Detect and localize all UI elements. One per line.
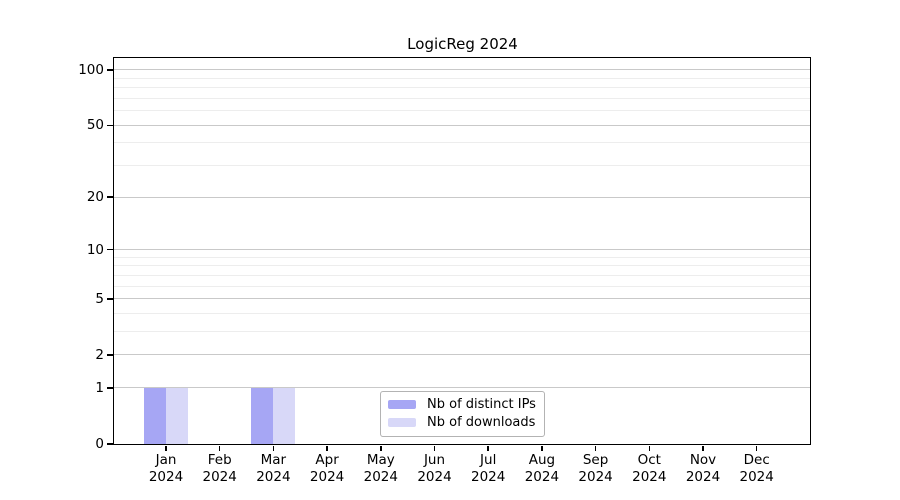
x-tick-year: 2024 xyxy=(524,469,560,485)
x-tick-label-apr: Apr 2024 xyxy=(295,452,359,486)
plot-area xyxy=(114,58,811,444)
x-tick-mark xyxy=(380,445,382,451)
y-tick-label: 2 xyxy=(95,346,104,363)
x-tick-mark xyxy=(433,445,436,451)
y-tick-mark xyxy=(106,443,113,445)
x-tick-mark xyxy=(218,445,221,451)
x-tick-label-mar: Mar 2024 xyxy=(241,452,305,486)
x-tick-mark xyxy=(755,445,758,451)
x-tick-year: 2024 xyxy=(202,469,237,485)
gridline-minor xyxy=(114,256,811,258)
x-tick-mark xyxy=(487,445,489,451)
x-tick-year: 2024 xyxy=(256,469,291,485)
gridline-minor xyxy=(114,110,811,112)
gridline-minor xyxy=(114,87,811,89)
y-tick-mark xyxy=(106,248,113,251)
bar-mar-series1 xyxy=(273,387,296,444)
gridline-minor xyxy=(114,265,811,267)
x-tick-month: May xyxy=(366,452,395,468)
gridline-minor xyxy=(114,142,811,144)
x-tick-year: 2024 xyxy=(417,469,452,485)
gridline-minor xyxy=(114,331,811,333)
gridline-major xyxy=(114,298,811,300)
x-tick-label-sep: Sep 2024 xyxy=(564,452,628,486)
x-tick-month: Aug xyxy=(528,452,556,468)
y-tick-mark xyxy=(106,69,113,71)
x-tick-mark xyxy=(541,445,543,451)
gridline-minor xyxy=(114,313,811,315)
y-tick-label: 1 xyxy=(95,379,104,396)
gridline-major xyxy=(114,196,811,198)
x-tick-mark xyxy=(272,445,275,451)
x-tick-year: 2024 xyxy=(632,469,667,485)
x-tick-label-dec: Dec 2024 xyxy=(725,452,789,486)
legend-swatch xyxy=(388,418,416,427)
y-tick-label: 0 xyxy=(95,436,104,452)
x-tick-label-may: May 2024 xyxy=(349,452,413,486)
x-tick-month: Oct xyxy=(637,452,661,468)
x-tick-month: Dec xyxy=(743,452,770,468)
bar-jan-series0 xyxy=(144,387,166,444)
x-tick-mark xyxy=(326,445,328,451)
x-tick-mark xyxy=(648,445,651,451)
x-tick-month: Mar xyxy=(260,452,287,468)
gridline-minor xyxy=(114,77,811,79)
legend-label: Nb of distinct IPs xyxy=(427,396,536,412)
x-tick-label-nov: Nov 2024 xyxy=(671,452,735,486)
x-tick-year: 2024 xyxy=(148,469,184,485)
x-tick-mark xyxy=(165,445,167,451)
gridline-minor xyxy=(114,285,811,287)
y-tick-mark xyxy=(106,354,113,356)
y-tick-label: 5 xyxy=(95,290,104,307)
legend-row: Nb of distinct IPs xyxy=(388,396,536,414)
x-tick-year: 2024 xyxy=(309,469,345,485)
chart-title: LogicReg 2024 xyxy=(407,35,518,53)
gridline-major xyxy=(114,124,811,126)
x-tick-label-aug: Aug 2024 xyxy=(510,452,574,486)
x-tick-year: 2024 xyxy=(471,469,506,485)
y-tick-mark xyxy=(106,387,113,389)
gridline-major xyxy=(114,387,811,389)
x-tick-mark xyxy=(594,445,597,451)
x-tick-month: Sep xyxy=(582,452,609,468)
gridline-major xyxy=(114,69,811,71)
gridline-major xyxy=(114,249,811,251)
x-tick-label-jun: Jun 2024 xyxy=(403,452,467,486)
x-tick-month: Jun xyxy=(423,452,446,468)
x-tick-year: 2024 xyxy=(739,469,774,485)
x-tick-year: 2024 xyxy=(685,469,721,485)
bar-mar-series0 xyxy=(251,387,274,444)
y-tick-mark xyxy=(106,124,113,127)
y-tick-mark xyxy=(106,298,113,300)
y-tick-label: 10 xyxy=(86,241,104,258)
gridline-minor xyxy=(114,97,811,99)
legend-row: Nb of downloads xyxy=(388,414,536,432)
x-tick-label-feb: Feb 2024 xyxy=(188,452,252,486)
x-tick-month: Apr xyxy=(315,452,339,468)
y-tick-label: 100 xyxy=(78,61,104,78)
x-tick-label-jul: Jul 2024 xyxy=(456,452,520,486)
gridline-minor xyxy=(114,274,811,276)
legend-swatch xyxy=(388,400,416,409)
gridline-minor xyxy=(114,165,811,167)
bar-jan-series1 xyxy=(166,387,188,444)
x-tick-mark xyxy=(702,445,704,451)
legend: Nb of distinct IPs Nb of downloads xyxy=(380,391,545,437)
x-tick-label-jan: Jan 2024 xyxy=(134,452,198,486)
x-tick-label-oct: Oct 2024 xyxy=(617,452,681,486)
y-tick-label: 50 xyxy=(86,117,104,134)
y-tick-mark xyxy=(106,196,113,198)
x-tick-month: Feb xyxy=(207,452,232,468)
x-tick-month: Jul xyxy=(480,452,497,468)
x-tick-year: 2024 xyxy=(578,469,613,485)
legend-label: Nb of downloads xyxy=(427,414,536,430)
x-tick-month: Jan xyxy=(155,452,177,468)
x-tick-year: 2024 xyxy=(363,469,398,485)
x-tick-month: Nov xyxy=(689,452,717,468)
gridline-major xyxy=(114,354,811,356)
y-tick-label: 20 xyxy=(86,189,104,206)
